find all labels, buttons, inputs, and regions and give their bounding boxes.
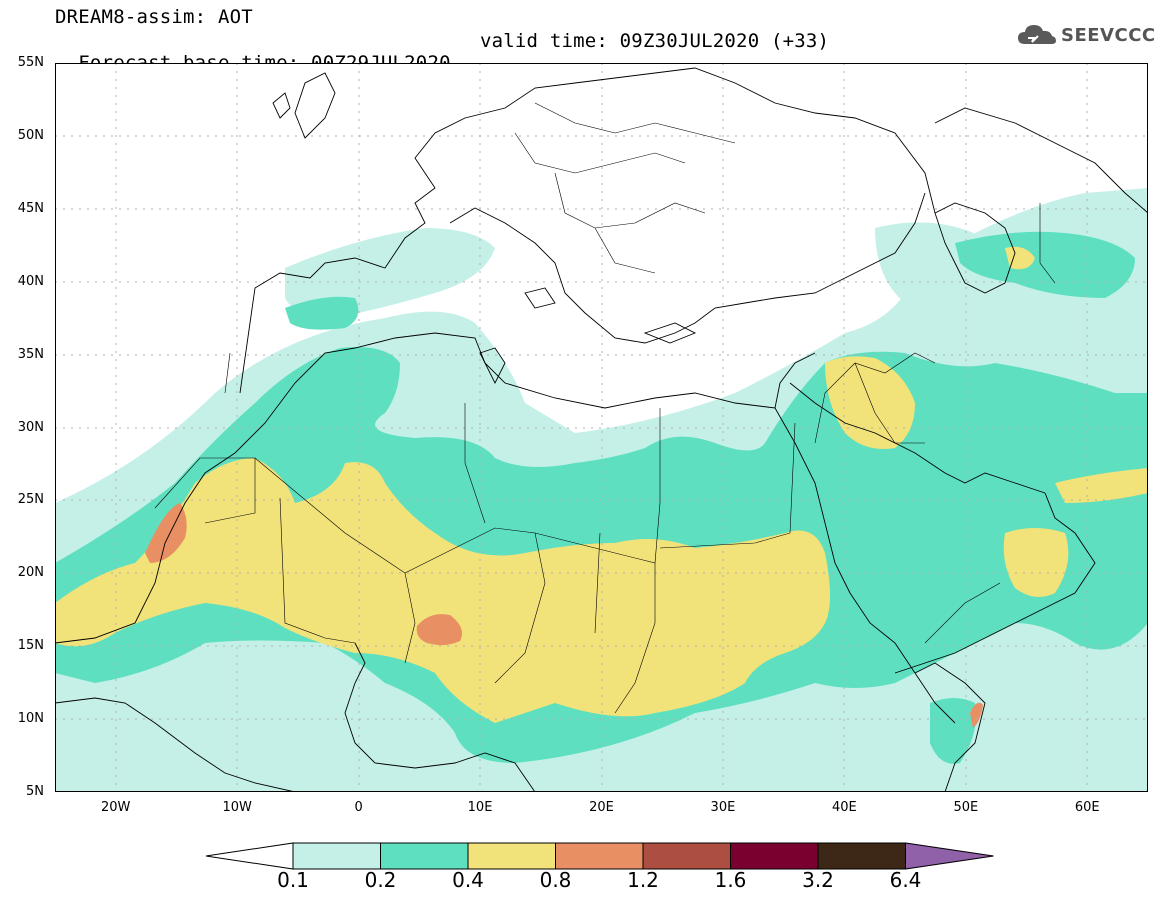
colorbar-label: 0.1 <box>277 868 309 892</box>
lat-label: 10N <box>17 711 44 727</box>
colorbar-label: 0.4 <box>452 868 484 892</box>
colorbar-label: 0.8 <box>539 868 572 892</box>
lat-label: 20N <box>17 565 44 581</box>
lat-label: 50N <box>17 127 44 143</box>
colorbar-swatch <box>555 842 644 870</box>
colorbar <box>205 842 1000 874</box>
lat-label: 55N <box>17 55 44 70</box>
aot-0.4-0.8-field <box>55 246 1148 723</box>
lon-label: 20W <box>101 800 131 815</box>
colorbar-swatch <box>642 842 731 870</box>
lon-label: 10W <box>222 800 252 815</box>
lat-label: 25N <box>17 492 44 508</box>
colorbar-swatch <box>380 842 469 870</box>
cloud-icon <box>1018 25 1056 44</box>
colorbar-swatch <box>817 842 906 870</box>
lat-label: 35N <box>17 346 44 362</box>
aot-map <box>55 63 1148 792</box>
lon-label: 10E <box>467 800 493 815</box>
lat-label: 40N <box>17 273 44 289</box>
seevccc-logo: SEEVCCC <box>1017 22 1156 48</box>
lon-label: 60E <box>1074 800 1100 815</box>
lat-label: 15N <box>17 638 44 654</box>
colorbar-label: 0.2 <box>364 868 397 892</box>
logo-text: SEEVCCC <box>1061 24 1156 46</box>
lon-label: 40E <box>831 800 857 815</box>
lat-label: 30N <box>17 419 44 435</box>
colorbar-label: 3.2 <box>802 868 834 892</box>
colorbar-label: 1.6 <box>714 868 747 892</box>
lon-label: 0 <box>354 800 363 815</box>
colorbar-swatch <box>730 842 819 870</box>
lon-label: 50E <box>953 800 979 815</box>
lat-label: 5N <box>26 784 44 799</box>
lon-label: 20E <box>589 800 614 815</box>
colorbar-swatch-below <box>205 842 294 870</box>
lat-label: 45N <box>17 200 44 216</box>
colorbar-swatch <box>467 842 556 870</box>
map-title: DREAM8-assim: AOT <box>55 6 253 28</box>
map-border <box>55 63 1148 792</box>
valid-time: valid time: 09Z30JUL2020 (+33) <box>480 30 830 52</box>
colorbar-label: 1.2 <box>627 868 659 892</box>
colorbar-swatch-above <box>905 842 994 870</box>
coastlines <box>55 67 1148 792</box>
map-grid <box>55 63 1148 792</box>
colorbar-swatch <box>292 842 381 870</box>
aot-0.8-1.2-field <box>145 503 983 728</box>
lon-label: 30E <box>710 800 736 815</box>
colorbar-label: 6.4 <box>889 868 922 892</box>
country-borders <box>154 102 1056 714</box>
